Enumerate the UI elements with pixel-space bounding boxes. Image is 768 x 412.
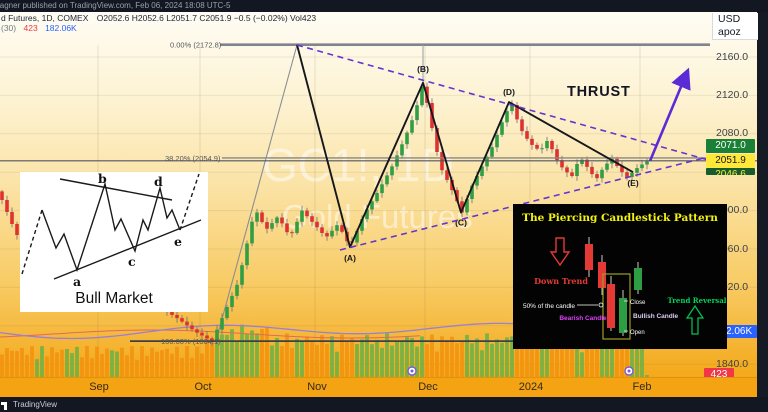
right-edge-strip	[757, 12, 768, 397]
svg-text:100.00% (1864.1): 100.00% (1864.1)	[161, 337, 221, 346]
svg-text:THRUST: THRUST	[567, 84, 631, 100]
axis-unit: apoz	[718, 26, 741, 38]
publish-bar: wagner published on TradingView.com, Feb…	[0, 0, 768, 12]
bull-point-b: b	[98, 172, 107, 186]
symbol-ohlc-row[interactable]: d Futures, 1D, COMEX O2052.6 H2052.6 L20…	[1, 13, 316, 23]
bull-point-a: a	[73, 274, 81, 289]
svg-text:(C): (C)	[455, 218, 467, 228]
piercing-title: The Piercing Candlestick Pattern	[522, 212, 718, 224]
bull-inset-zigzag	[41, 181, 181, 273]
bearish-candle-body	[607, 284, 615, 328]
time-tick: Nov	[307, 381, 327, 393]
svg-text:0.00% (2172.8): 0.00% (2172.8)	[170, 41, 222, 50]
down-trend-label: Down Trend	[534, 276, 588, 286]
svg-text:(D): (D)	[503, 87, 515, 97]
bull-point-d: d	[154, 174, 163, 189]
symbol-watermark: GC1!, 1D Gold Futures	[262, 142, 473, 233]
bullish-candle-label: Bullish Candle	[633, 313, 679, 320]
bull-point-c: c	[128, 254, 136, 269]
time-tick: Oct	[194, 381, 212, 393]
axis-currency: USD	[718, 13, 741, 25]
tradingview-logo-text[interactable]: TradingView	[13, 400, 58, 409]
svg-text:(E): (E)	[627, 178, 639, 188]
bull-point-e: e	[174, 234, 182, 249]
volume-ma-value: 182.06K	[45, 23, 77, 33]
piercing-pattern-inset: The Piercing Candlestick Pattern Down Tr…	[513, 204, 727, 349]
svg-text:38.20% (2054.9): 38.20% (2054.9)	[165, 154, 221, 163]
watermark-symbol: GC1!, 1D	[262, 139, 454, 191]
bull-inset-exit-dashed	[179, 173, 200, 231]
ohlc-values: O2052.6 H2052.6 L2051.7 C2051.9 −0.5 (−0…	[96, 13, 317, 23]
volume-ma-length: (30)	[1, 23, 17, 33]
time-tick: Sep	[89, 381, 109, 393]
volume-indicator-row[interactable]: (30) 423 182.06K	[1, 23, 77, 33]
bull-inset-caption: Bull Market	[75, 290, 153, 307]
down-trend-arrow-icon	[549, 237, 571, 267]
close-label: Close	[630, 300, 646, 306]
bearish-candle-label: Bearish Candle	[559, 315, 607, 322]
bull-inset-lower-trendline	[53, 219, 202, 280]
fifty-pct-label: 50% of the candle	[523, 303, 575, 310]
svg-text:(A): (A)	[344, 253, 356, 263]
time-axis[interactable]: Sep Oct Nov Dec 2024 Feb	[0, 377, 757, 398]
axis-unit-box[interactable]: USD apoz	[712, 13, 758, 40]
bottom-bar: TradingView	[0, 397, 768, 412]
tradingview-logo-icon[interactable]	[1, 400, 11, 410]
symbol-name[interactable]: d Futures, 1D, COMEX	[1, 13, 89, 23]
bull-inset-entry-dashed	[21, 209, 43, 275]
bull-market-triangle-inset: a b c d e Bull Market	[20, 171, 208, 312]
volume-value: 423	[23, 23, 38, 33]
time-tick: Dec	[418, 381, 438, 393]
trend-reversal-label: Trend Reversal	[668, 296, 727, 305]
svg-text:(B): (B)	[417, 64, 429, 74]
bull-inset-upper-trendline	[59, 178, 173, 201]
bullish-candle-body	[619, 298, 627, 333]
time-tick: Feb	[632, 381, 652, 393]
time-tick: 2024	[518, 381, 544, 393]
publish-bar-text: wagner published on TradingView.com, Feb…	[0, 1, 231, 10]
fifty-pct-marker	[598, 302, 604, 308]
open-label: Open	[630, 330, 645, 336]
piercing-candles	[585, 244, 642, 333]
trend-reversal-arrow-icon	[685, 304, 705, 335]
pattern-highlight-box	[602, 273, 631, 340]
